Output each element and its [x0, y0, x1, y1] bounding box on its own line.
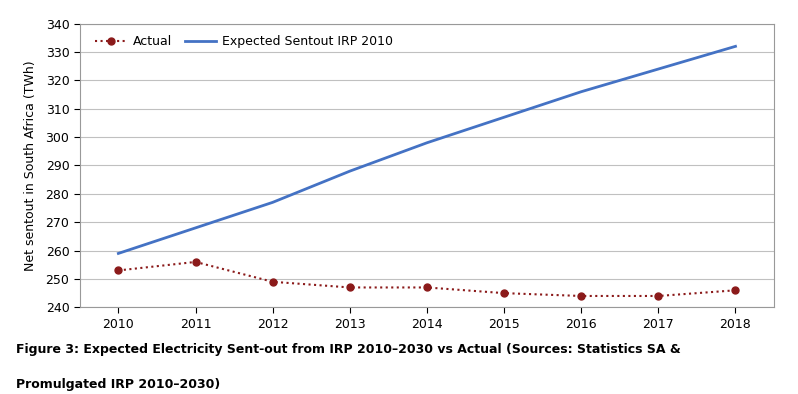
- Text: Figure 3: Expected Electricity Sent-out from IRP 2010–2030 vs Actual (Sources: S: Figure 3: Expected Electricity Sent-out …: [16, 343, 681, 356]
- Text: Promulgated IRP 2010–2030): Promulgated IRP 2010–2030): [16, 378, 220, 391]
- Legend: Actual, Expected Sentout IRP 2010: Actual, Expected Sentout IRP 2010: [93, 33, 396, 51]
- Y-axis label: Net sentout in South Africa (TWh): Net sentout in South Africa (TWh): [24, 60, 38, 271]
